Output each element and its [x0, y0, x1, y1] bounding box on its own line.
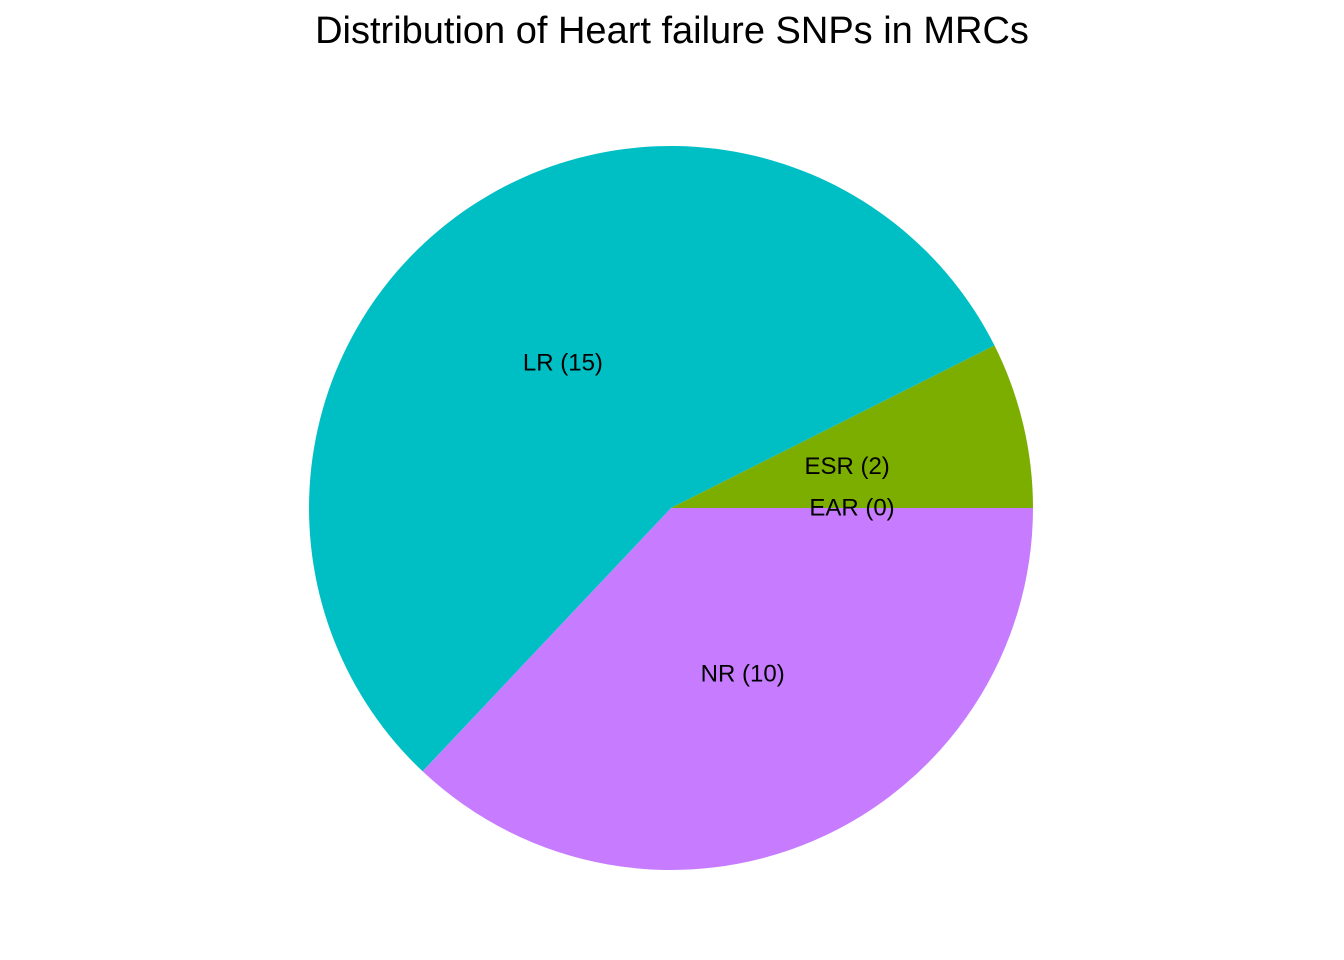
pie-slice-nr	[422, 508, 1034, 871]
pie-label-lr: LR (15)	[523, 349, 603, 376]
pie-slice-esr	[671, 345, 1033, 508]
pie-label-esr: ESR (2)	[804, 453, 889, 480]
pie-label-nr: NR (10)	[701, 661, 785, 688]
chart-title: Distribution of Heart failure SNPs in MR…	[315, 10, 1029, 52]
pie-slices	[309, 146, 1034, 871]
pie-labels: EAR (0) NR (10) LR (15) ESR (2)	[523, 349, 895, 687]
pie-slice-lr	[309, 146, 995, 772]
pie-label-ear: EAR (0)	[809, 495, 894, 522]
